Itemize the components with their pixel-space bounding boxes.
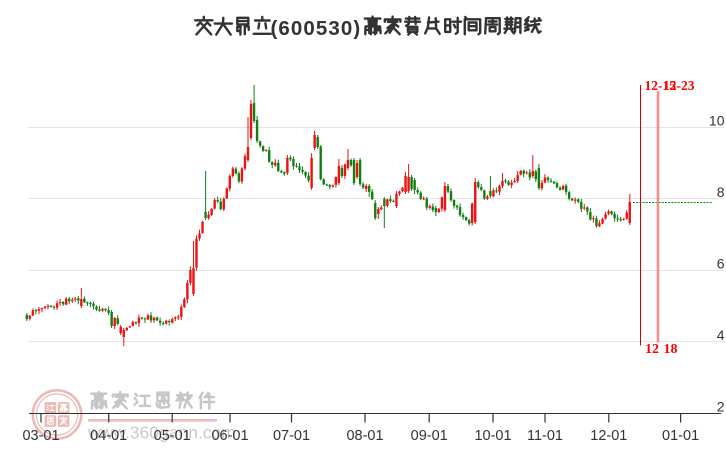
- svg-text:12-15: 12-15: [645, 78, 677, 93]
- svg-text:05-01: 05-01: [154, 428, 191, 444]
- svg-text:10-01: 10-01: [474, 428, 511, 444]
- svg-text:07-01: 07-01: [273, 428, 310, 444]
- svg-text:8: 8: [717, 184, 725, 200]
- svg-text:12-23: 12-23: [663, 78, 695, 93]
- svg-text:08-01: 08-01: [346, 428, 383, 444]
- svg-text:2: 2: [717, 399, 725, 415]
- svg-text:18: 18: [664, 342, 678, 357]
- svg-text:6: 6: [717, 256, 725, 272]
- svg-text:10: 10: [709, 113, 725, 129]
- svg-text:03-01: 03-01: [22, 428, 59, 444]
- svg-text:www.360gann.com: www.360gann.com: [87, 423, 236, 443]
- svg-text:11-01: 11-01: [527, 428, 563, 444]
- svg-text:09-01: 09-01: [411, 428, 448, 444]
- svg-text:12-01: 12-01: [590, 428, 627, 444]
- svg-text:06-01: 06-01: [211, 428, 248, 444]
- svg-text:4: 4: [717, 327, 725, 343]
- svg-text:(600530): (600530): [271, 17, 362, 40]
- svg-text:12: 12: [645, 342, 659, 357]
- svg-text:01-01: 01-01: [662, 428, 699, 444]
- svg-text:04-01: 04-01: [90, 428, 127, 444]
